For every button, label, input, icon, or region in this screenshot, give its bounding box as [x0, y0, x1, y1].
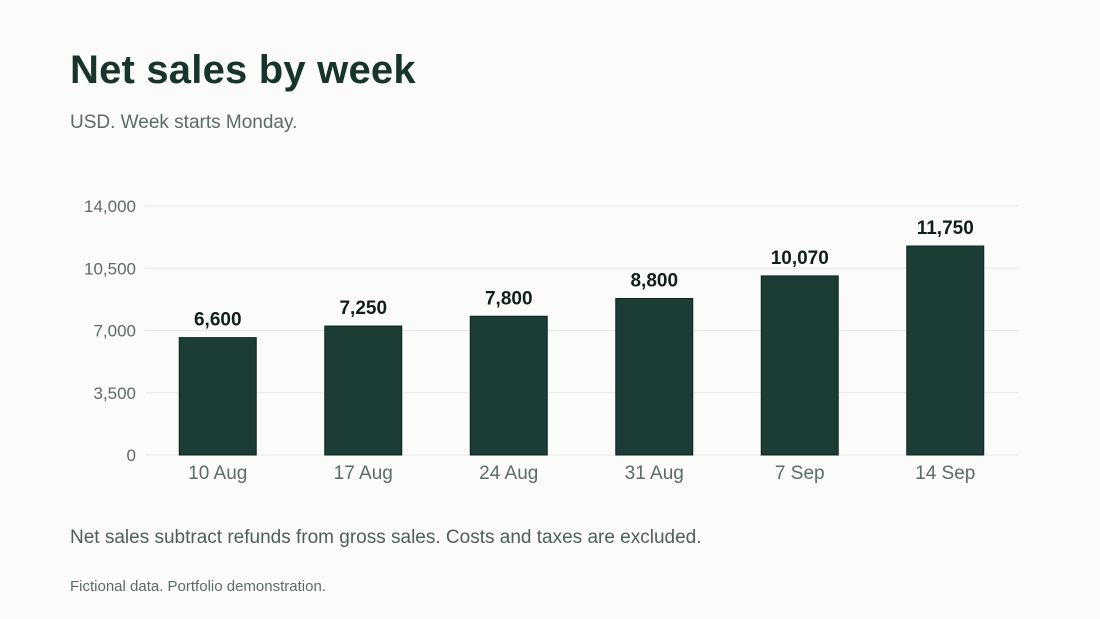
x-tick-label: 31 Aug: [625, 463, 684, 484]
x-axis-ticks: 10 Aug 17 Aug 24 Aug 31 Aug 7 Sep 14 Sep: [188, 463, 975, 484]
chart-footnote: Net sales subtract refunds from gross sa…: [70, 527, 702, 548]
bar: [760, 275, 839, 456]
bar-value-label: 6,600: [194, 310, 242, 331]
bar: [178, 337, 257, 456]
bar: [906, 245, 985, 456]
y-tick-label: 0: [127, 446, 136, 465]
bar-value-labels: 6,600 7,250 7,800 8,800 10,070 11,750: [194, 218, 974, 331]
grid-lines: [145, 205, 1018, 456]
bar: [324, 325, 403, 456]
y-tick-label: 14,000: [84, 197, 136, 216]
bar-value-label: 11,750: [917, 218, 974, 239]
y-tick-label: 3,500: [93, 384, 136, 403]
y-tick-label: 10,500: [84, 259, 136, 278]
y-axis-ticks: 0 3,500 7,000 10,500 14,000: [84, 197, 136, 465]
bar: [615, 297, 694, 456]
bar-value-label: 7,250: [339, 298, 387, 319]
x-tick-label: 10 Aug: [188, 463, 247, 484]
data-source-note: Fictional data. Portfolio demonstration.: [70, 578, 326, 595]
y-tick-label: 7,000: [93, 322, 136, 341]
x-tick-label: 7 Sep: [775, 463, 825, 484]
bar-value-label: 8,800: [630, 270, 678, 291]
bar-value-label: 10,070: [771, 248, 829, 269]
bar-value-label: 7,800: [485, 288, 533, 309]
x-tick-label: 14 Sep: [915, 463, 975, 484]
x-tick-label: 17 Aug: [334, 463, 393, 484]
chart-subtitle: USD. Week starts Monday.: [70, 112, 298, 133]
x-tick-label: 24 Aug: [479, 463, 538, 484]
bar: [469, 315, 548, 456]
bars: [178, 245, 985, 456]
chart-title: Net sales by week: [70, 48, 416, 92]
